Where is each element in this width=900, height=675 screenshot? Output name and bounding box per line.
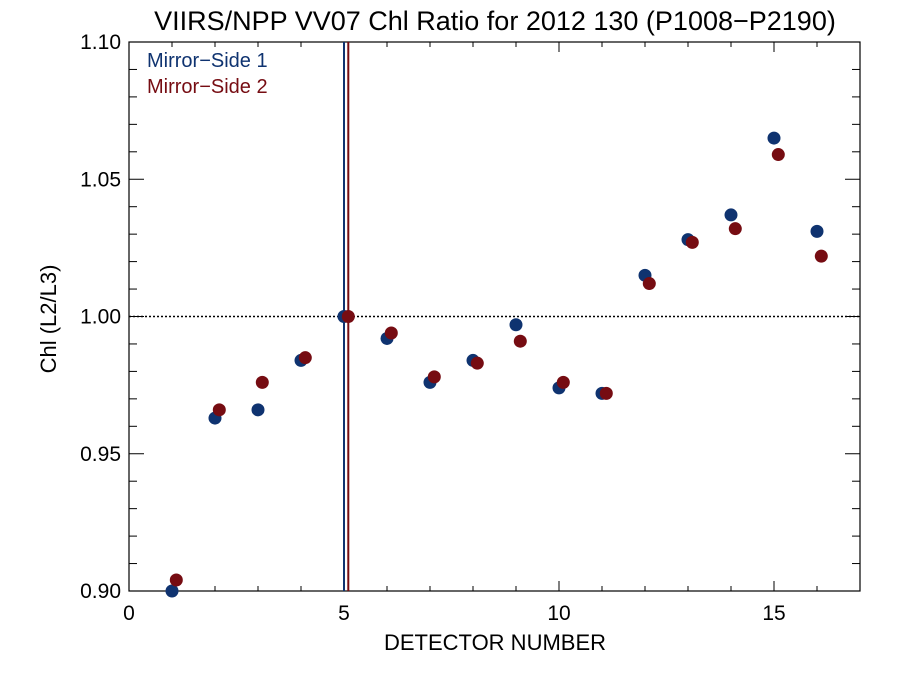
legend-entry-2: Mirror−Side 2 [147,76,268,98]
data-point-series-1 [767,131,781,145]
legend-entry-1: Mirror−Side 1 [147,50,268,72]
legend: Mirror−Side 1 Mirror−Side 2 [147,50,268,98]
data-point-series-2 [685,235,699,249]
y-tick-label: 1.00 [80,306,121,329]
x-tick-label: 5 [338,602,350,625]
data-points [165,131,828,598]
x-tick-label: 0 [123,602,135,625]
data-point-series-2 [556,375,570,389]
y-axis-label: Chl (L2/L3) [36,265,61,374]
data-point-series-2 [298,351,312,365]
reference-lines [129,42,860,591]
data-point-series-2 [814,249,828,263]
data-point-series-2 [513,334,527,348]
x-tick-label: 15 [762,602,785,625]
data-point-series-2 [212,403,226,417]
data-point-series-1 [165,584,179,598]
data-point-series-2 [427,370,441,384]
data-point-series-2 [169,573,183,587]
data-point-series-2 [255,375,269,389]
x-tick-label: 10 [547,602,570,625]
y-tick-label: 1.05 [80,168,121,191]
y-tick-label: 1.10 [80,31,121,54]
data-point-series-2 [470,356,484,370]
data-point-series-1 [251,403,265,417]
tick-labels: 0 5 10 15 0.90 0.95 1.00 1.05 1.10 [80,31,786,625]
data-point-series-1 [509,318,523,332]
x-axis-label: DETECTOR NUMBER [384,630,606,655]
data-point-series-2 [341,310,355,323]
data-point-series-2 [599,386,613,400]
y-tick-label: 0.90 [80,580,121,603]
data-point-series-2 [384,326,398,340]
data-point-series-1 [810,224,824,238]
chart-title: VIIRS/NPP VV07 Chl Ratio for 2012 130 (P… [154,6,836,36]
data-point-series-2 [771,148,785,162]
y-tick-label: 0.95 [80,443,121,466]
data-point-series-1 [724,208,738,222]
data-point-series-2 [642,277,656,291]
data-point-series-2 [728,222,742,236]
